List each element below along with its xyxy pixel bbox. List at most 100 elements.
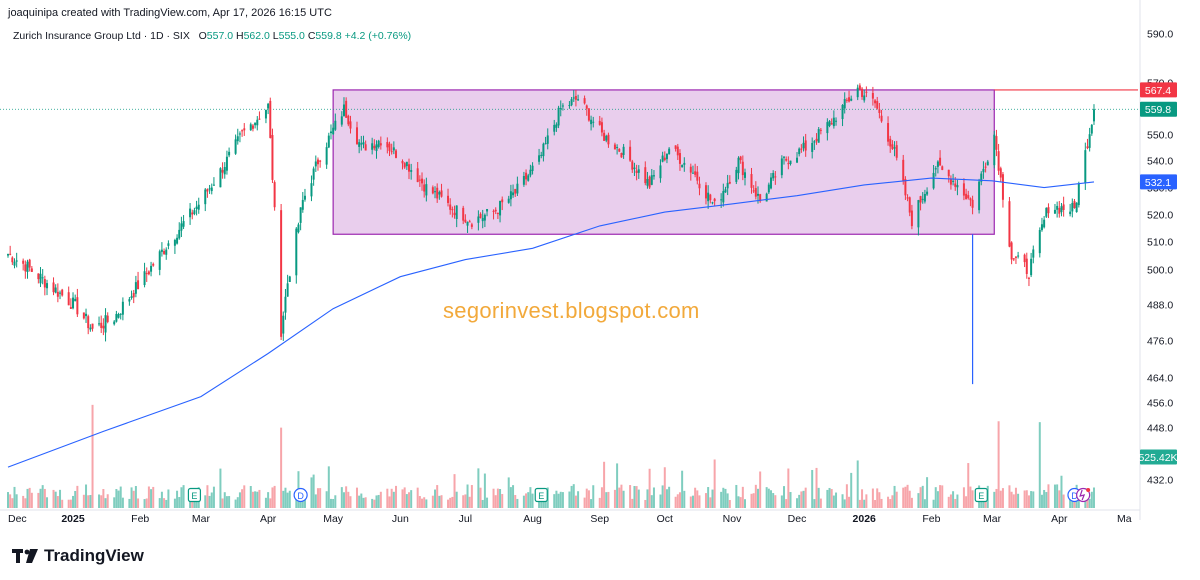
candle[interactable] (783, 156, 786, 165)
candle[interactable] (1088, 127, 1091, 152)
candle[interactable] (1077, 181, 1080, 208)
candle[interactable] (572, 90, 575, 102)
candle[interactable] (470, 222, 473, 230)
candle[interactable] (932, 165, 935, 190)
candle[interactable] (895, 140, 898, 161)
candle[interactable] (789, 160, 792, 166)
candle[interactable] (377, 139, 380, 149)
candle[interactable] (147, 270, 150, 276)
candle[interactable] (134, 275, 137, 298)
candle[interactable] (1056, 201, 1059, 218)
candle[interactable] (455, 205, 458, 228)
candle[interactable] (104, 308, 107, 342)
candle[interactable] (173, 238, 176, 254)
candle[interactable] (163, 248, 166, 255)
candle[interactable] (544, 136, 547, 145)
split-icon[interactable] (1076, 487, 1091, 503)
candle[interactable] (160, 242, 163, 257)
candle[interactable] (24, 260, 27, 279)
candle[interactable] (767, 182, 770, 195)
candle[interactable] (978, 178, 981, 214)
candle[interactable] (874, 98, 877, 108)
candle[interactable] (280, 203, 283, 340)
candle[interactable] (555, 122, 558, 132)
candle[interactable] (819, 128, 822, 135)
candle[interactable] (741, 155, 744, 181)
candle[interactable] (494, 207, 497, 215)
candle[interactable] (121, 297, 124, 321)
candle[interactable] (826, 118, 829, 141)
candle[interactable] (106, 312, 109, 324)
candle[interactable] (668, 147, 671, 155)
candle[interactable] (37, 273, 40, 284)
candle[interactable] (28, 258, 31, 272)
candle[interactable] (249, 122, 252, 131)
candle[interactable] (802, 136, 805, 152)
candle[interactable] (939, 150, 942, 166)
candle[interactable] (43, 275, 46, 296)
candle[interactable] (923, 189, 926, 204)
candle[interactable] (986, 159, 989, 166)
candle[interactable] (52, 277, 55, 296)
candle[interactable] (238, 131, 241, 143)
event-marker[interactable]: E (187, 487, 202, 503)
candle[interactable] (54, 284, 57, 294)
candle[interactable] (117, 312, 120, 319)
candle[interactable] (620, 152, 623, 158)
candle[interactable] (228, 147, 231, 158)
candle[interactable] (934, 166, 937, 177)
candle[interactable] (345, 97, 348, 118)
candle[interactable] (772, 170, 775, 181)
candle[interactable] (1058, 200, 1061, 218)
candle[interactable] (390, 143, 393, 155)
candle[interactable] (678, 149, 681, 171)
candle[interactable] (704, 182, 707, 205)
candle[interactable] (1084, 142, 1087, 190)
candle[interactable] (917, 199, 920, 236)
candle[interactable] (267, 102, 270, 115)
candle[interactable] (936, 160, 939, 174)
candle[interactable] (9, 245, 12, 256)
candle[interactable] (251, 123, 254, 132)
candle[interactable] (82, 312, 85, 320)
candle[interactable] (739, 155, 742, 164)
candle[interactable] (143, 262, 146, 288)
candle[interactable] (85, 308, 88, 323)
candle[interactable] (219, 167, 222, 188)
candle[interactable] (538, 148, 541, 165)
candle[interactable] (67, 286, 70, 306)
candle[interactable] (15, 252, 18, 268)
candle[interactable] (371, 137, 374, 155)
candle[interactable] (130, 290, 133, 300)
moving-average-line[interactable] (7, 177, 1095, 468)
candle[interactable] (405, 161, 408, 170)
candle[interactable] (418, 175, 421, 187)
candle[interactable] (256, 116, 259, 131)
candle[interactable] (176, 234, 179, 245)
candle[interactable] (965, 188, 968, 200)
candle[interactable] (921, 192, 924, 204)
candle[interactable] (865, 86, 868, 98)
candle[interactable] (711, 201, 714, 205)
candle[interactable] (880, 109, 883, 123)
candle[interactable] (379, 136, 382, 150)
candle[interactable] (811, 137, 814, 159)
candle[interactable] (516, 176, 519, 196)
candle[interactable] (726, 174, 729, 196)
candle[interactable] (952, 173, 955, 186)
candle[interactable] (997, 143, 1000, 175)
candle[interactable] (425, 177, 428, 202)
candle[interactable] (681, 164, 684, 168)
candle[interactable] (785, 156, 788, 162)
candle[interactable] (316, 157, 319, 171)
candle[interactable] (1008, 197, 1011, 248)
candle[interactable] (835, 117, 838, 126)
candle[interactable] (492, 209, 495, 220)
candle[interactable] (787, 156, 790, 170)
candle[interactable] (817, 126, 820, 143)
candle[interactable] (7, 253, 9, 258)
candle[interactable] (1023, 253, 1026, 268)
candle[interactable] (774, 171, 777, 185)
candle[interactable] (98, 316, 101, 327)
candle[interactable] (355, 121, 358, 145)
